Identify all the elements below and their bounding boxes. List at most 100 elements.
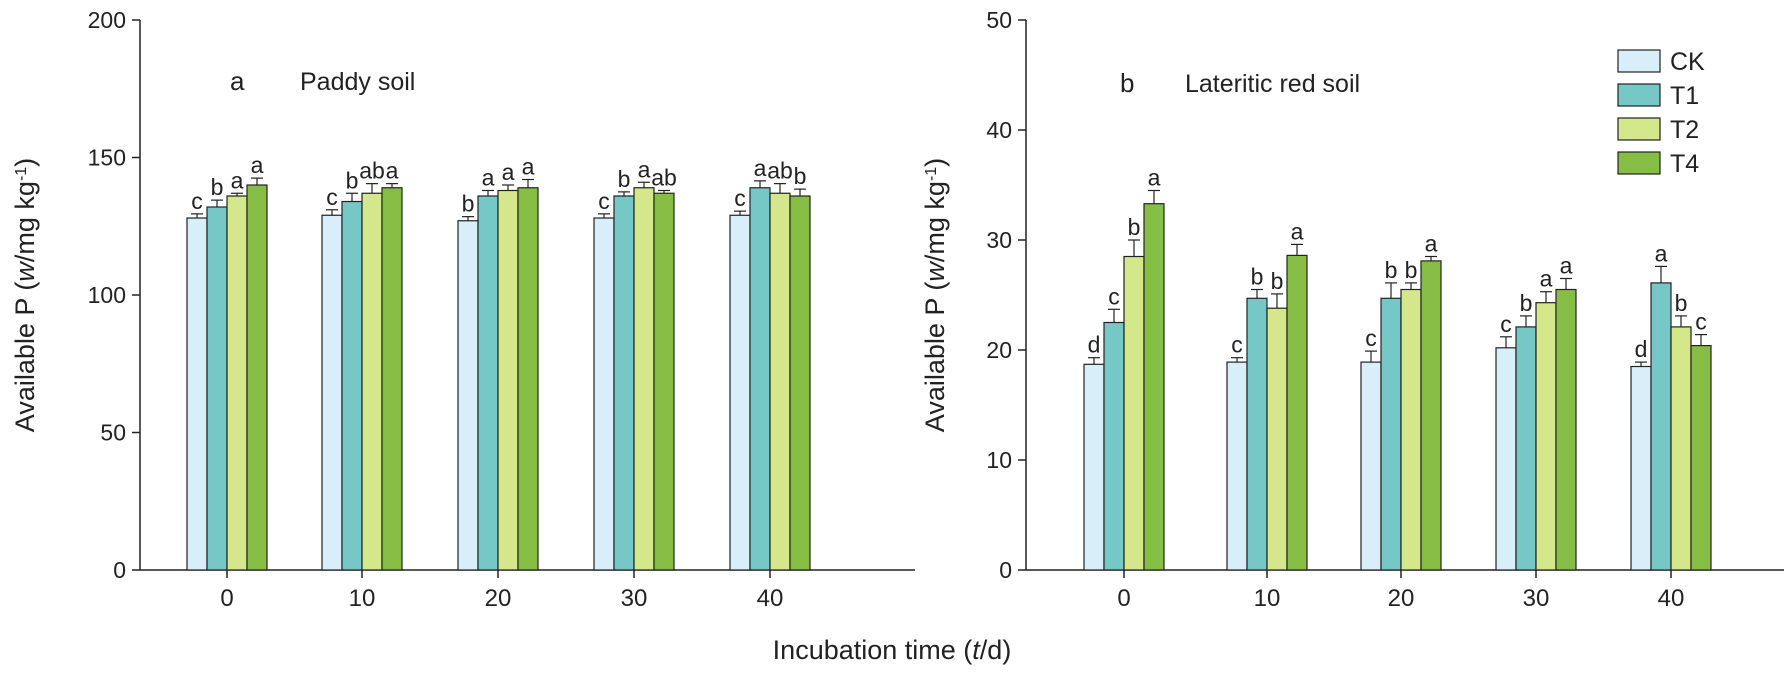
significance-letter: c (191, 188, 203, 214)
legend-swatch-ck (1617, 49, 1661, 73)
bar-ck (186, 217, 208, 571)
significance-letter: d (1088, 332, 1101, 358)
bar-t1 (1380, 297, 1402, 571)
bar-t2 (361, 192, 383, 571)
y-tick-label: 50 (986, 7, 1012, 33)
bar-t2 (1400, 288, 1422, 571)
y-axis-label-part: ) (10, 158, 40, 167)
y-axis-label-part: Available P ( (10, 282, 40, 433)
significance-letter: c (598, 188, 610, 214)
significance-letter: d (1635, 336, 1648, 362)
significance-letter: a (638, 156, 651, 182)
significance-letter: b (618, 166, 631, 192)
significance-letter: a (1291, 218, 1304, 244)
significance-letter: b (1128, 214, 1141, 240)
y-axis-label-part: Available P ( (920, 282, 950, 433)
y-tick-label: 100 (88, 282, 126, 308)
bar-t1 (341, 200, 363, 571)
significance-letter: ab (651, 165, 677, 191)
bar-ck (1360, 361, 1382, 571)
bar-t2 (769, 192, 791, 571)
significance-letter: c (734, 185, 746, 211)
x-tick-label: 10 (349, 585, 376, 612)
significance-letter: b (1520, 290, 1533, 316)
significance-letter: b (211, 174, 224, 200)
bar-t1 (613, 195, 635, 571)
bar-ck (1495, 347, 1517, 571)
significance-letter: c (1231, 332, 1243, 358)
bar-t1 (1650, 282, 1672, 571)
bar-t4 (1420, 260, 1442, 571)
bar-t2 (1670, 326, 1692, 571)
y-tick-label: 150 (88, 145, 126, 171)
bar-ck (729, 214, 751, 571)
significance-letter: b (1675, 290, 1688, 316)
bar-t2 (1535, 302, 1557, 571)
panel-label: a (230, 66, 245, 96)
bar-t4 (246, 184, 268, 571)
bar-t2 (1266, 307, 1288, 571)
significance-letter: a (1148, 165, 1161, 191)
bar-ck (1083, 363, 1105, 571)
significance-letter: a (502, 159, 515, 185)
y-tick-label: 40 (986, 117, 1012, 143)
bar-ck (593, 217, 615, 571)
x-tick-label: 40 (1658, 585, 1685, 612)
significance-letter: a (1655, 240, 1668, 266)
legend-label: T4 (1670, 150, 1699, 178)
y-axis-label: Available P (w/mg kg-1) (920, 158, 950, 432)
significance-letter: b (1271, 268, 1284, 294)
significance-letter: a (231, 167, 244, 193)
significance-letter: c (326, 184, 338, 210)
y-axis-label-part: -1 (923, 167, 940, 181)
legend: CK T1 T2 T4 (1617, 48, 1705, 178)
bar-t2 (497, 189, 519, 571)
significance-letter: b (1251, 264, 1264, 290)
bar-t4 (1286, 254, 1308, 571)
bar-ck (457, 220, 479, 571)
x-tick-label: 0 (220, 585, 233, 612)
significance-letter: a (251, 152, 264, 178)
bar-t4 (517, 187, 539, 571)
significance-letter: a (1425, 231, 1438, 257)
significance-letter: ab (359, 158, 385, 184)
significance-letter: b (794, 163, 807, 189)
significance-letter: c (1365, 325, 1377, 351)
y-axis-label: Available P (w/mg kg-1) (10, 158, 40, 432)
bar-t4 (1143, 203, 1165, 571)
y-tick-label: 200 (88, 7, 126, 33)
y-tick-label: 10 (986, 447, 1012, 473)
bar-t1 (206, 206, 228, 571)
legend-label: T2 (1670, 116, 1699, 144)
bar-ck (1226, 361, 1248, 571)
panel-title: Lateritic red soil (1185, 70, 1360, 98)
x-tick-label: 0 (1117, 585, 1130, 612)
significance-letter: b (1385, 257, 1398, 283)
y-tick-label: 20 (986, 337, 1012, 363)
bar-t4 (1555, 288, 1577, 571)
bar-t2 (226, 195, 248, 571)
significance-letter: a (1560, 253, 1573, 279)
legend-swatch-t2 (1617, 117, 1661, 141)
y-axis-label-part: ) (920, 158, 950, 167)
significance-letter: a (386, 158, 399, 184)
x-tick-label: 20 (485, 585, 512, 612)
shared-x-axis-label: Incubation time (t/d) (773, 635, 1012, 665)
y-axis-label-part: w (920, 261, 950, 282)
legend-label: CK (1670, 48, 1705, 76)
bar-t1 (477, 195, 499, 571)
bar-t1 (1246, 297, 1268, 571)
bar-t2 (1123, 255, 1145, 571)
significance-letter: a (1540, 266, 1553, 292)
bar-t4 (653, 192, 675, 571)
legend-swatch-t1 (1617, 83, 1661, 107)
significance-letter: b (346, 167, 359, 193)
panel-title: Paddy soil (300, 68, 415, 96)
significance-letter: a (754, 155, 767, 181)
panel-label: b (1120, 68, 1134, 98)
legend-swatch-t4 (1617, 151, 1661, 175)
y-tick-label: 0 (113, 557, 126, 583)
bar-t4 (789, 195, 811, 571)
